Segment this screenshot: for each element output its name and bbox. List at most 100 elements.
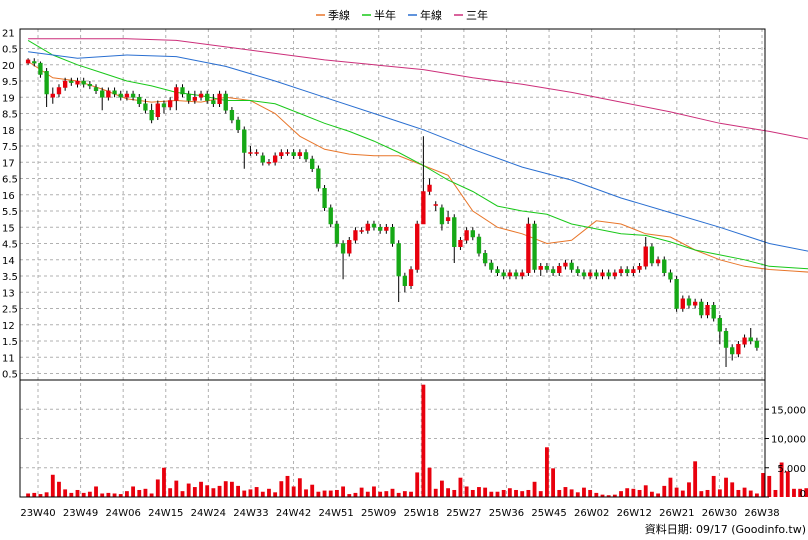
candle-body: [557, 266, 562, 273]
candle-body: [699, 301, 704, 316]
candle-body: [56, 87, 62, 95]
candlesticks: [25, 58, 760, 367]
week-tick-label: 25W45: [531, 508, 566, 519]
volume-bar: [699, 491, 704, 497]
volume-bar: [439, 480, 444, 497]
volume-bar: [223, 481, 228, 497]
volume-bar: [279, 481, 284, 497]
candle-body: [149, 110, 154, 121]
candle-body: [143, 103, 148, 111]
legend-entry: 年線: [420, 8, 442, 22]
volume-bar: [569, 489, 574, 497]
candle-body: [279, 152, 284, 156]
candle-body: [427, 184, 432, 192]
price-tick-label: 17: [2, 158, 15, 169]
volume-bar: [724, 477, 728, 497]
ma-line: [28, 51, 808, 252]
volume-bar: [143, 488, 148, 497]
candle-body: [340, 243, 346, 254]
week-tick-label: 25W36: [489, 508, 524, 519]
candle-body: [377, 227, 383, 231]
price-tick-label: 3.5: [2, 272, 18, 283]
volume-bar: [254, 487, 259, 497]
volume-tick-label: 5,000: [777, 464, 806, 475]
legend-entry: 三年: [466, 8, 488, 22]
candle-body: [297, 152, 303, 156]
candle-body: [223, 93, 228, 111]
week-tick-label: 24W24: [191, 508, 226, 519]
candle-body: [118, 93, 123, 98]
ma-line: [28, 38, 808, 140]
plot-frame: [19, 28, 766, 498]
candle-body: [501, 272, 506, 277]
volume-bar: [297, 478, 302, 497]
volume-bar: [736, 489, 741, 497]
volume-bar: [656, 493, 661, 497]
volume-bar: [390, 488, 395, 497]
volume-bar: [538, 491, 543, 497]
volume-bar: [575, 492, 580, 497]
candle-body: [69, 80, 74, 83]
volume-bar: [773, 489, 778, 497]
volume-bar: [57, 481, 61, 497]
week-tick-label: 24W15: [148, 508, 183, 519]
candle-body: [130, 93, 136, 98]
candle-body: [62, 80, 68, 88]
candle-body: [384, 227, 389, 231]
price-tick-label: 9.5: [2, 77, 18, 88]
candle-body: [229, 110, 235, 121]
volume-bar: [81, 492, 86, 497]
volume-bar: [742, 487, 747, 497]
candle-body: [637, 266, 642, 270]
candle-body: [112, 90, 117, 95]
candle-body: [322, 188, 327, 208]
candle-body: [106, 90, 111, 98]
candle-body: [260, 155, 265, 163]
week-tick-label: 24W51: [318, 508, 353, 519]
candle-body: [211, 100, 216, 104]
candle-body: [433, 204, 438, 206]
candle-body: [303, 152, 309, 160]
candle-body: [625, 269, 630, 273]
price-tick-label: 16: [2, 191, 15, 202]
candle-body: [470, 230, 475, 238]
candle-body: [452, 217, 457, 247]
candle-body: [643, 246, 648, 267]
volume-bar: [600, 494, 605, 497]
volume-bar: [792, 488, 796, 497]
week-tick-label: 26W02: [574, 508, 609, 519]
volume-bar: [767, 475, 772, 497]
volume-bar: [563, 487, 568, 497]
candle-body: [464, 230, 469, 241]
moving-average-lines: [27, 38, 808, 273]
candle-body: [730, 347, 735, 355]
volume-bar: [359, 487, 364, 497]
price-tick-label: 15: [2, 223, 15, 234]
volume-bar: [242, 490, 247, 497]
candle-body: [285, 152, 290, 154]
volume-bar: [378, 491, 383, 497]
week-tick-label: 26W38: [744, 508, 779, 519]
legend-entry: 季線: [328, 8, 350, 22]
volume-bar: [754, 493, 759, 497]
candle-body: [736, 344, 741, 355]
candle-body: [161, 103, 167, 108]
volume-bar: [477, 487, 481, 497]
week-tick-label: 26W21: [659, 508, 694, 519]
candle-body: [476, 236, 482, 254]
volume-bar: [50, 474, 55, 497]
volume-bar: [304, 489, 308, 497]
candle-body: [180, 87, 185, 95]
candle-body: [174, 87, 179, 101]
candle-body: [513, 272, 519, 277]
volume-bar: [804, 488, 808, 497]
volume-bar: [483, 487, 488, 497]
price-tick-label: 12: [2, 321, 15, 332]
candle-body: [390, 227, 395, 244]
volume-bar: [557, 489, 562, 497]
candle-body: [347, 240, 352, 254]
volume-bar: [748, 490, 753, 497]
candle-body: [235, 119, 241, 130]
volume-bar: [798, 488, 803, 497]
candle-body: [402, 275, 408, 286]
